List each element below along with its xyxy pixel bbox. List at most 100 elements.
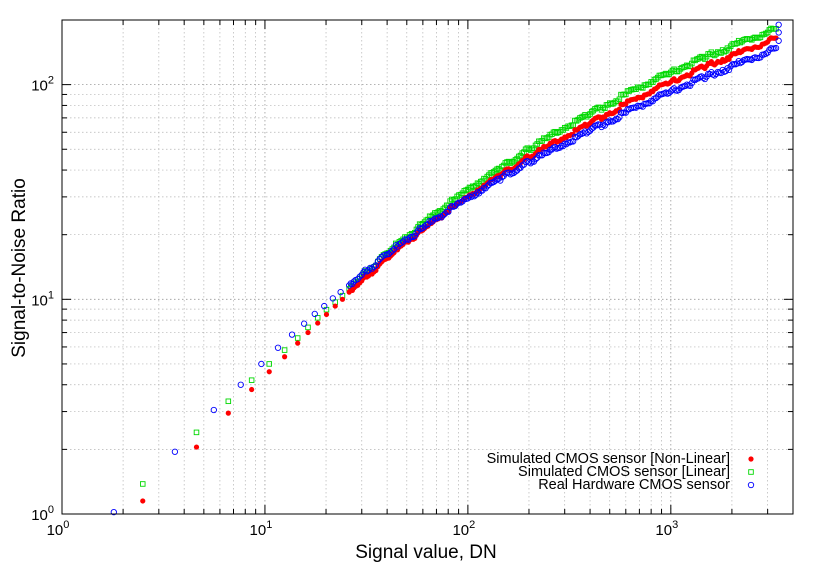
x-tick-exponent: 1 [266,519,272,531]
data-point [666,71,672,77]
data-point [314,315,321,321]
data-point [435,214,442,221]
x-tick-base: 10 [250,522,267,539]
data-point [332,303,338,309]
y-axis-title: Signal-to-Noise Ratio [9,178,30,358]
data-point [315,320,321,326]
data-point [428,218,435,226]
data-point [521,149,527,155]
data-point [629,86,636,93]
data-point [639,85,646,91]
data-point [499,163,505,170]
y-tick-label: 101 [31,289,54,309]
data-point [713,70,720,77]
data-point [193,444,200,450]
data-point [653,76,659,82]
legend-marker [748,456,754,462]
data-point [621,109,628,116]
data-point [440,211,447,219]
data-point [563,141,570,148]
data-point [266,369,272,375]
data-point [775,29,782,36]
data-point [580,113,587,120]
data-point [585,121,591,128]
data-point [601,122,608,129]
legend-marker [748,469,754,475]
y-tick-exponent: 0 [48,504,54,516]
data-point [225,398,232,405]
data-point [532,155,539,163]
data-point [398,239,405,247]
data-point [585,128,592,136]
data-point [411,232,418,240]
data-point [553,130,560,136]
x-tick-labels: 100 101 102 103 [47,519,679,539]
data-point [664,71,671,78]
data-point [542,135,549,142]
data-point [527,160,534,167]
data-marks [110,21,782,516]
data-point [370,263,378,270]
data-point [479,187,486,194]
data-point [663,70,669,77]
data-point [749,37,755,43]
data-point [461,188,468,194]
data-point [531,145,537,151]
data-point [321,302,328,310]
data-point [511,158,517,165]
data-point [492,177,499,184]
data-point [652,94,660,102]
data-point [288,331,296,338]
plot-frame [61,19,794,515]
y-tick-base: 10 [31,507,48,524]
data-point [544,135,550,141]
data-point [588,109,595,115]
data-point [726,46,732,53]
x-tick-label: 102 [452,519,475,539]
data-point [725,66,733,74]
data-point [702,65,708,72]
data-point [376,256,383,263]
data-point [346,282,353,289]
data-point [691,76,699,84]
data-point [300,320,308,327]
data-point [392,242,399,249]
data-point [611,99,618,106]
data-point [485,181,493,188]
data-point [763,30,769,37]
data-point [583,130,590,137]
legend: Simulated CMOS sensor [Non-Linear]Simula… [487,451,755,493]
data-point [266,361,272,367]
data-point [762,50,769,57]
data-point [498,173,506,181]
x-tick-exponent: 2 [469,519,475,531]
data-point [449,196,455,203]
data-point [626,88,632,94]
data-point [329,295,336,302]
data-point [274,344,282,351]
y-tick-base: 10 [31,292,48,309]
data-point [477,178,484,185]
legend-label: Simulated CMOS sensor [Linear] [518,464,730,480]
data-point [556,144,564,151]
data-point [140,481,146,487]
data-point [294,335,301,341]
data-point [604,119,612,126]
data-point [258,360,265,368]
data-point [775,21,782,28]
x-axis-title: Signal value, DN [355,542,497,563]
y-tick-label: 100 [31,504,54,524]
data-point [495,175,502,182]
data-point [356,273,363,280]
data-point [646,100,653,107]
data-point [323,311,330,318]
data-point [339,296,346,302]
data-point [634,84,641,91]
legend-marker [747,481,755,489]
x-tick-label: 103 [655,519,678,539]
data-point [502,160,509,166]
data-point [389,247,396,254]
data-point [732,41,739,47]
data-point [193,429,200,436]
